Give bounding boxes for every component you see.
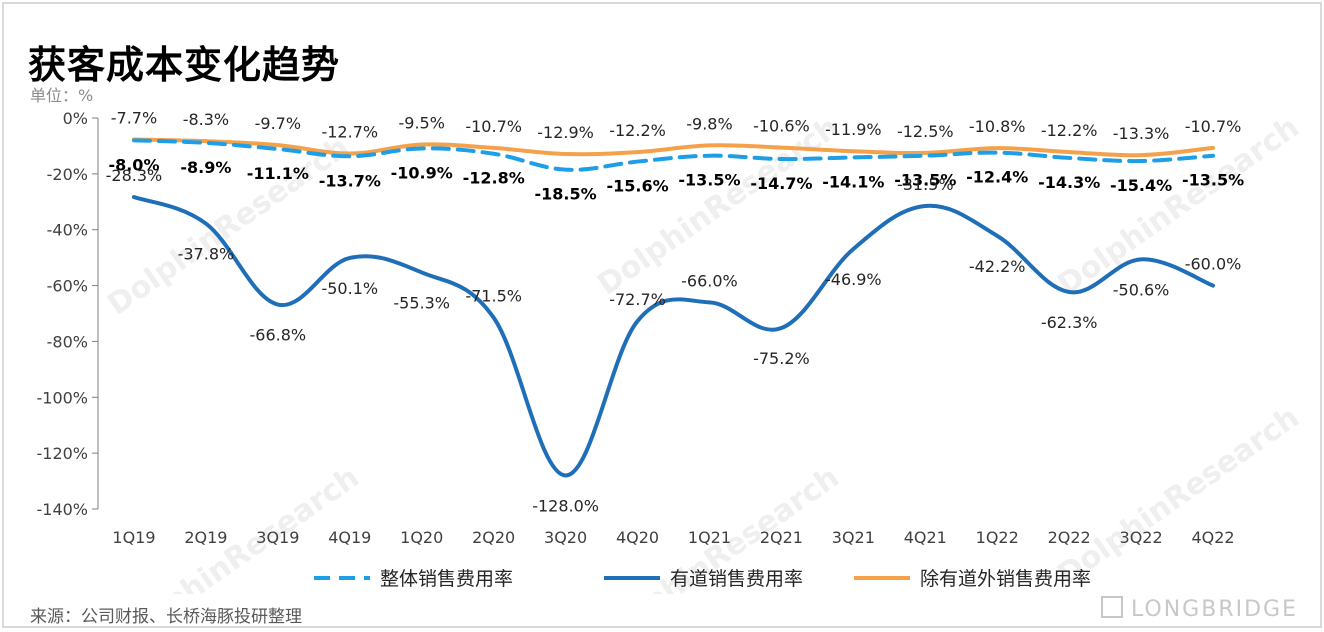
data-label-series-0: -8.0% bbox=[108, 155, 159, 174]
data-label-series-2: -11.9% bbox=[825, 120, 882, 139]
data-label-series-2: -12.7% bbox=[321, 122, 378, 141]
data-label-series-2: -9.7% bbox=[255, 114, 301, 133]
data-label-series-2: -12.5% bbox=[897, 122, 954, 141]
x-tick-label: 2Q21 bbox=[760, 528, 803, 547]
data-label-series-2: -9.5% bbox=[399, 114, 445, 133]
data-label-series-2: -9.8% bbox=[686, 114, 732, 133]
x-tick-label: 2Q20 bbox=[472, 528, 515, 547]
y-tick-label: 0% bbox=[63, 109, 88, 128]
brand-logo: LONGBRIDGE bbox=[1100, 596, 1298, 622]
data-label-series-0: -14.7% bbox=[750, 174, 812, 193]
y-tick-label: -100% bbox=[36, 388, 88, 407]
x-tick-label: 1Q22 bbox=[976, 528, 1019, 547]
brand-mark-icon bbox=[1100, 596, 1123, 618]
data-label-series-1: -66.8% bbox=[250, 326, 307, 345]
data-label-series-2: -10.8% bbox=[969, 117, 1026, 136]
data-label-series-0: -12.8% bbox=[463, 169, 525, 188]
x-tick-label: 4Q22 bbox=[1191, 528, 1234, 547]
data-label-series-2: -7.7% bbox=[111, 109, 157, 128]
x-tick-label: 1Q21 bbox=[688, 528, 731, 547]
data-label-series-1: -50.6% bbox=[1113, 280, 1170, 299]
series-line-1 bbox=[131, 195, 1216, 478]
legend-label-1: 有道销售费用率 bbox=[670, 568, 803, 590]
data-label-series-0: -8.9% bbox=[180, 158, 231, 177]
data-label-series-2: -13.3% bbox=[1113, 124, 1170, 143]
data-label-series-1: -55.3% bbox=[393, 293, 450, 312]
data-label-series-1: -42.2% bbox=[969, 257, 1026, 276]
source-note: 来源：公司财报、长桥海豚投研整理 bbox=[30, 607, 302, 627]
unit-label: 单位：% bbox=[30, 86, 94, 105]
data-label-series-1: -72.7% bbox=[609, 290, 666, 309]
y-tick-label: -40% bbox=[47, 221, 88, 240]
data-label-series-1: -46.9% bbox=[825, 270, 882, 289]
series-line-0 bbox=[131, 138, 1216, 172]
data-label-series-1: -62.3% bbox=[1041, 313, 1098, 332]
legend: 整体销售费用率 有道销售费用率 除有道外销售费用率 bbox=[314, 568, 1091, 590]
data-label-series-0: -10.9% bbox=[391, 163, 453, 182]
x-tick-label: 1Q20 bbox=[400, 528, 443, 547]
data-label-series-0: -18.5% bbox=[535, 185, 597, 204]
series-lines bbox=[131, 137, 1216, 478]
y-tick-label: -140% bbox=[36, 500, 88, 519]
series-line-2 bbox=[131, 137, 1216, 158]
data-label-series-0: -15.4% bbox=[1110, 176, 1172, 195]
x-tick-label: 4Q19 bbox=[328, 528, 371, 547]
y-tick-label: -80% bbox=[47, 332, 88, 351]
x-tick-label: 3Q20 bbox=[544, 528, 587, 547]
brand-text: LONGBRIDGE bbox=[1130, 597, 1298, 622]
data-label-series-2: -10.6% bbox=[753, 117, 810, 136]
data-label-series-0: -15.6% bbox=[606, 177, 668, 196]
chart-title: 获客成本变化趋势 bbox=[28, 43, 341, 87]
data-label-series-1: -60.0% bbox=[1185, 255, 1242, 274]
data-label-series-1: -31.5% bbox=[897, 175, 954, 194]
data-label-series-0: -14.1% bbox=[822, 172, 884, 191]
x-tick-label: 1Q19 bbox=[112, 528, 155, 547]
data-label-series-0: -13.5% bbox=[1182, 171, 1244, 190]
data-label-series-2: -10.7% bbox=[1185, 117, 1242, 136]
x-tick-label: 2Q19 bbox=[184, 528, 227, 547]
data-label-series-0: -13.7% bbox=[319, 171, 381, 190]
data-label-series-2: -8.3% bbox=[183, 110, 229, 129]
data-label-series-1: -128.0% bbox=[532, 496, 599, 515]
legend-label-2: 除有道外销售费用率 bbox=[920, 568, 1091, 590]
data-label-series-1: -50.1% bbox=[321, 279, 378, 298]
watermark-5: DolphinResearch bbox=[1051, 400, 1305, 593]
data-label-series-0: -13.5% bbox=[894, 171, 956, 190]
x-tick-label: 3Q19 bbox=[256, 528, 299, 547]
y-axis: 0% -20% -40% -60% -80% -100% -120% -140% bbox=[36, 109, 99, 519]
data-label-series-2: -12.9% bbox=[537, 123, 594, 142]
data-label-series-2: -12.2% bbox=[609, 121, 666, 140]
x-tick-label: 3Q21 bbox=[832, 528, 875, 547]
x-tick-label: 2Q22 bbox=[1048, 528, 1091, 547]
data-label-series-2: -10.7% bbox=[465, 117, 522, 136]
chart-svg: DolphinResearch DolphinResearch DolphinRes… bbox=[36, 109, 1305, 594]
x-tick-label: 3Q22 bbox=[1120, 528, 1163, 547]
y-tick-label: -60% bbox=[47, 277, 88, 296]
watermark-3: DolphinResearch bbox=[111, 460, 365, 594]
y-tick-label: -20% bbox=[47, 165, 88, 184]
data-label-series-1: -37.8% bbox=[178, 245, 235, 264]
legend-label-0: 整体销售费用率 bbox=[380, 568, 513, 590]
data-label-series-1: -28.3% bbox=[106, 166, 163, 185]
data-label-series-0: -13.5% bbox=[678, 171, 740, 190]
data-labels: -7.7% -8.3% -9.7% -12.7% -9.5% -10.7% -12.9% -1… bbox=[106, 109, 1244, 516]
data-label-series-1: -71.5% bbox=[465, 287, 522, 306]
data-label-series-0: -14.3% bbox=[1038, 173, 1100, 192]
data-label-series-0: -11.1% bbox=[247, 164, 309, 183]
data-label-series-1: -66.0% bbox=[681, 271, 738, 290]
x-tick-label: 4Q21 bbox=[904, 528, 947, 547]
data-label-series-2: -12.2% bbox=[1041, 121, 1098, 140]
x-tick-label: 4Q20 bbox=[616, 528, 659, 547]
x-axis: 1Q19 2Q19 3Q19 4Q19 1Q20 2Q20 3Q20 4Q20 1Q21 2Q21… bbox=[112, 528, 1234, 547]
data-label-series-0: -12.4% bbox=[966, 168, 1028, 187]
data-label-series-1: -75.2% bbox=[753, 349, 810, 368]
y-tick-label: -120% bbox=[36, 444, 88, 463]
